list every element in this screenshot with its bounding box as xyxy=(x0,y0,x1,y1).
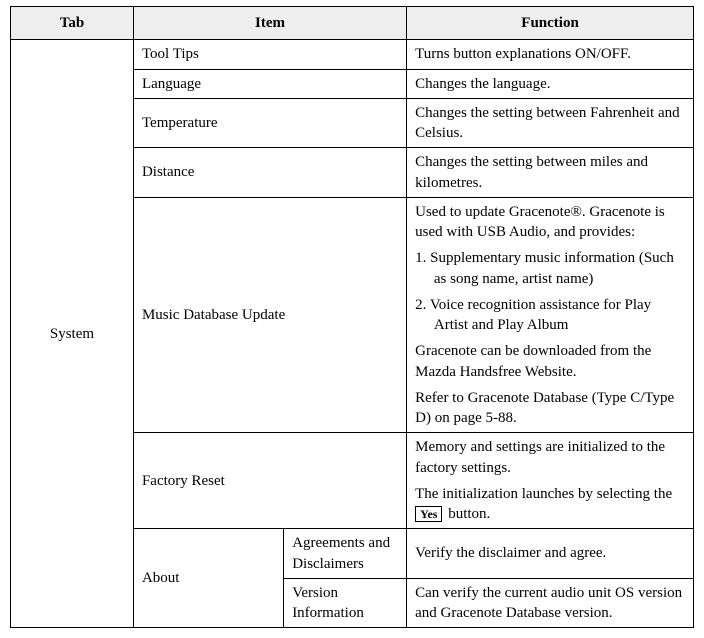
item-music-db-update: Music Database Update xyxy=(133,197,406,433)
yes-button-graphic: Yes xyxy=(415,506,442,522)
music-p2: Gracenote can be downloaded from the Maz… xyxy=(415,341,685,382)
func-distance: Changes the setting between miles and ki… xyxy=(407,148,694,198)
item-about: About xyxy=(133,529,283,628)
func-language: Changes the language. xyxy=(407,69,694,98)
subitem-agreements: Agreements and Disclaimers xyxy=(284,529,407,579)
tab-cell-system: System xyxy=(11,40,134,628)
music-l1: 1. Supplementary music information (Such… xyxy=(415,248,685,289)
item-distance: Distance xyxy=(133,148,406,198)
func-temperature: Changes the setting between Fahrenheit a… xyxy=(407,98,694,148)
settings-table: Tab Item Function System Tool Tips Turns… xyxy=(10,6,694,628)
factory-p2a: The initialization launches by selecting… xyxy=(415,486,672,502)
music-l2: 2. Voice recognition assistance for Play… xyxy=(415,295,685,336)
header-function: Function xyxy=(407,7,694,40)
func-version: Can verify the current audio unit OS ver… xyxy=(407,578,694,628)
func-music-db-update: Used to update Gracenote®. Gracenote is … xyxy=(407,197,694,433)
music-p1: Used to update Gracenote®. Gracenote is … xyxy=(415,202,685,243)
factory-p2b: button. xyxy=(444,506,490,522)
header-item: Item xyxy=(133,7,406,40)
item-factory-reset: Factory Reset xyxy=(133,433,406,529)
func-tooltips: Turns button explanations ON/OFF. xyxy=(407,40,694,69)
header-tab: Tab xyxy=(11,7,134,40)
func-agreements: Verify the disclaimer and agree. xyxy=(407,529,694,579)
func-factory-reset: Memory and settings are initialized to t… xyxy=(407,433,694,529)
item-tooltips: Tool Tips xyxy=(133,40,406,69)
factory-p2: The initialization launches by selecting… xyxy=(415,484,685,525)
factory-p1: Memory and settings are initialized to t… xyxy=(415,437,685,478)
item-language: Language xyxy=(133,69,406,98)
item-temperature: Temperature xyxy=(133,98,406,148)
subitem-version: Version Information xyxy=(284,578,407,628)
music-p3: Refer to Gracenote Database (Type C/Type… xyxy=(415,388,685,429)
